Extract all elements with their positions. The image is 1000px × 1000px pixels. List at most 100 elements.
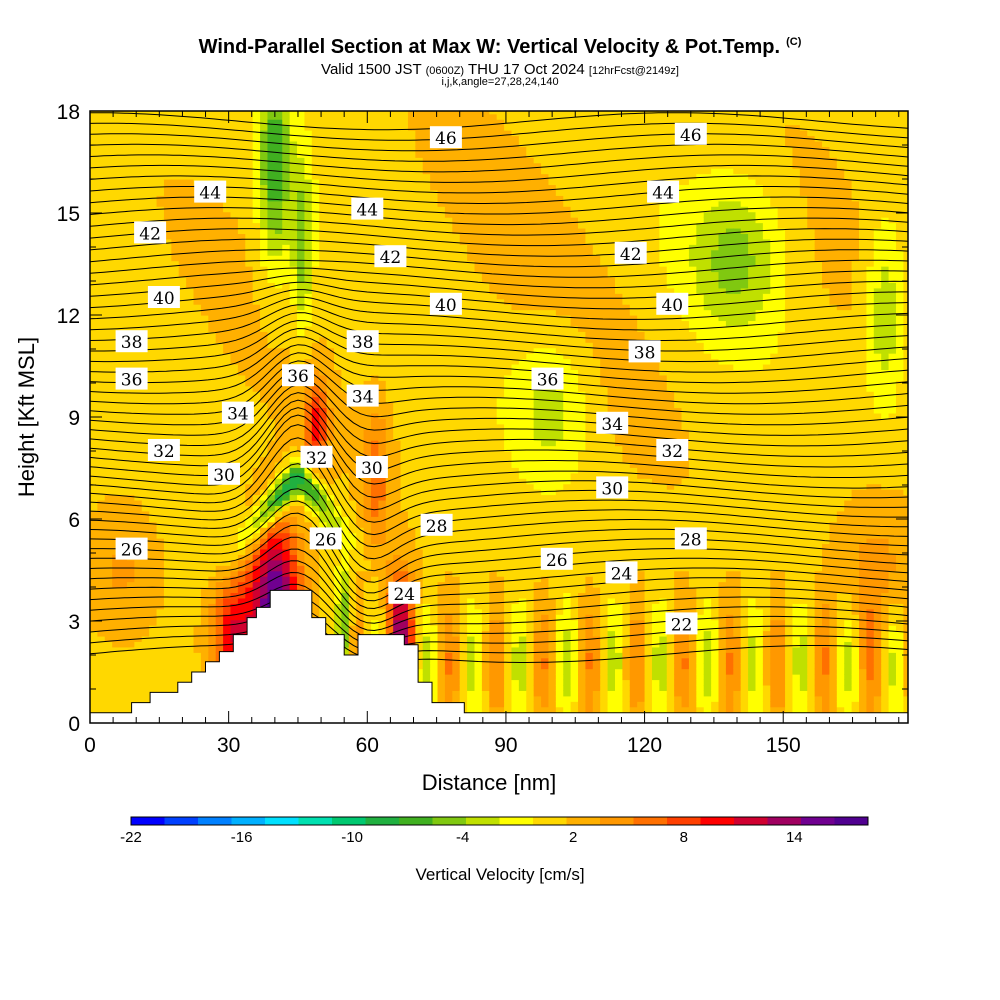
velocity-cell [178, 331, 187, 338]
velocity-cell [193, 358, 202, 365]
velocity-cell [90, 510, 98, 517]
velocity-cell [223, 391, 232, 398]
velocity-cell [171, 619, 180, 626]
velocity-cell [282, 266, 291, 273]
velocity-cell [156, 353, 165, 360]
velocity-cell [385, 434, 394, 441]
velocity-cell [141, 695, 150, 702]
velocity-cell [400, 184, 409, 191]
velocity-cell [186, 391, 195, 398]
velocity-cell [274, 576, 283, 583]
velocity-cell [141, 282, 150, 289]
velocity-cell [126, 440, 135, 447]
velocity-cell [274, 499, 283, 506]
velocity-cell [134, 211, 143, 218]
velocity-cell [370, 282, 379, 289]
velocity-cell [289, 576, 298, 583]
velocity-cell [149, 684, 158, 691]
velocity-cell [237, 271, 246, 278]
velocity-cell [341, 603, 350, 610]
velocity-cell [282, 255, 291, 262]
velocity-cell [223, 440, 232, 447]
velocity-cell [193, 483, 202, 490]
velocity-cell [385, 527, 394, 534]
velocity-cell [378, 380, 387, 387]
velocity-cell [370, 423, 379, 430]
velocity-cell [326, 206, 335, 213]
velocity-cell [260, 276, 269, 283]
velocity-cell [237, 396, 246, 403]
velocity-cell [178, 543, 187, 550]
velocity-cell [90, 195, 98, 202]
velocity-cell [370, 587, 379, 594]
velocity-cell [171, 663, 180, 670]
velocity-cell [112, 249, 121, 256]
velocity-cell [341, 238, 350, 245]
velocity-cell [186, 521, 195, 528]
velocity-cell [245, 592, 254, 599]
velocity-cell [186, 151, 195, 158]
velocity-cell [326, 548, 335, 555]
velocity-cell [119, 581, 128, 588]
velocity-cell [134, 499, 143, 506]
velocity-cell [311, 168, 320, 175]
velocity-cell [104, 554, 113, 561]
velocity-cell [171, 543, 180, 550]
velocity-cell [215, 418, 224, 425]
velocity-cell [326, 119, 335, 126]
velocity-cell [186, 527, 195, 534]
velocity-cell [171, 434, 180, 441]
velocity-cell [363, 293, 372, 300]
velocity-cell [393, 625, 402, 632]
velocity-cell [97, 353, 106, 360]
velocity-cell [215, 336, 224, 343]
velocity-cell [400, 130, 409, 137]
velocity-cell [104, 402, 113, 409]
velocity-cell [97, 124, 106, 131]
velocity-cell [90, 614, 98, 621]
velocity-cell [112, 510, 121, 517]
velocity-cell [186, 483, 195, 490]
velocity-cell [237, 206, 246, 213]
velocity-cell [245, 189, 254, 196]
velocity-cell [297, 472, 306, 479]
velocity-cell [304, 391, 313, 398]
velocity-cell [370, 217, 379, 224]
velocity-cell [370, 293, 379, 300]
velocity-cell [370, 559, 379, 566]
velocity-cell [237, 597, 246, 604]
velocity-cell [378, 532, 387, 539]
velocity-cell [252, 499, 261, 506]
velocity-cell [149, 483, 158, 490]
velocity-cell [97, 412, 106, 419]
velocity-cell [97, 119, 106, 126]
velocity-cell [200, 489, 209, 496]
velocity-cell [215, 494, 224, 501]
velocity-cell [304, 200, 313, 207]
velocity-cell [141, 445, 150, 452]
velocity-cell [193, 505, 202, 512]
velocity-cell [274, 222, 283, 229]
velocity-cell [304, 217, 313, 224]
velocity-cell [245, 271, 254, 278]
velocity-cell [356, 597, 365, 604]
velocity-cell [274, 423, 283, 430]
velocity-cell [334, 559, 342, 566]
velocity-cell [407, 184, 416, 191]
velocity-cell [289, 440, 298, 447]
velocity-cell [385, 336, 394, 343]
velocity-cell [274, 336, 283, 343]
velocity-cell [119, 391, 128, 398]
velocity-cell [186, 608, 195, 615]
velocity-cell [407, 499, 416, 506]
velocity-cell [193, 499, 202, 506]
velocity-cell [363, 287, 372, 294]
velocity-cell [319, 315, 328, 322]
forecast-info: [12hrFcst@2149z] [588, 65, 679, 77]
velocity-cell [370, 124, 379, 131]
velocity-cell [119, 646, 128, 653]
velocity-cell [400, 325, 409, 332]
velocity-cell [215, 162, 224, 169]
velocity-cell [90, 342, 98, 349]
velocity-cell [149, 111, 158, 115]
